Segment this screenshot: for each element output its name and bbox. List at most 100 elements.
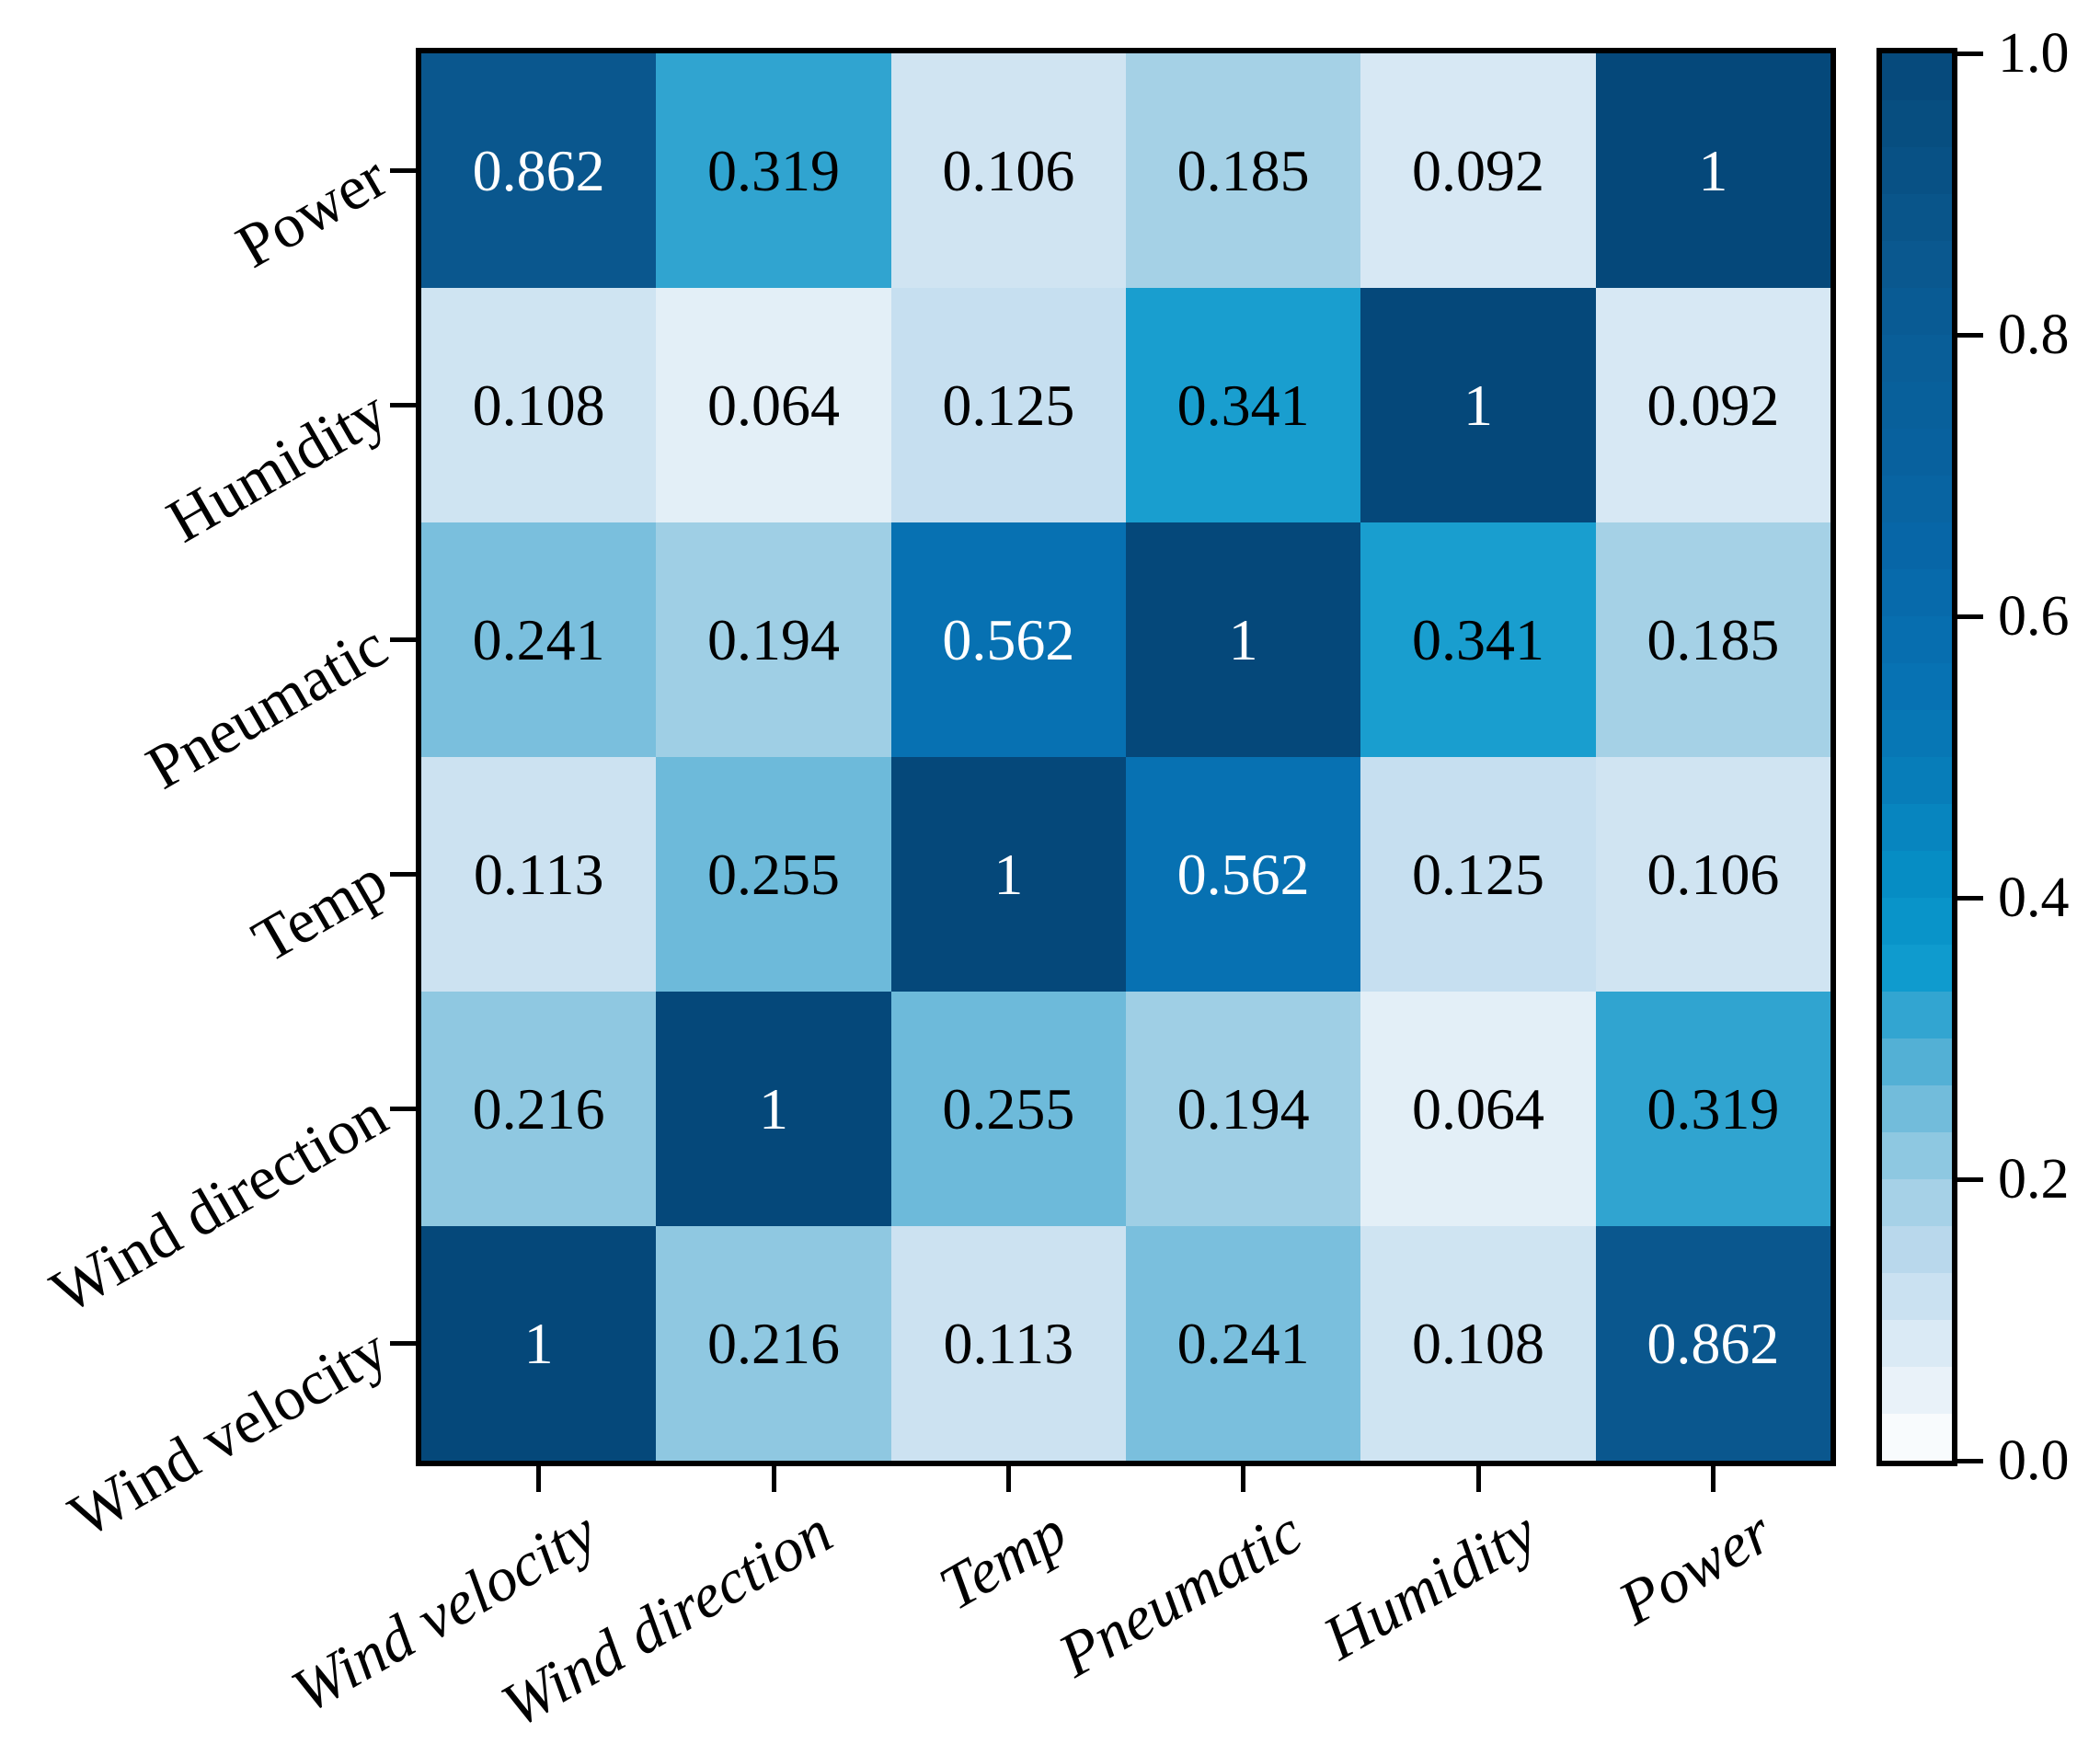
x-axis-tick-label: Pneumatic	[1046, 1496, 1314, 1691]
colorbar-gradient	[1882, 53, 1952, 1461]
colorbar-tick-label: 0.0	[1998, 1429, 2070, 1492]
y-axis-tick-label: Humidity	[155, 374, 398, 556]
heatmap-cell: 0.341	[1125, 288, 1361, 522]
x-axis-tick-mark	[1241, 1466, 1246, 1492]
cell-value-label: 0.108	[472, 372, 605, 438]
cell-value-label: 1	[993, 841, 1024, 907]
heatmap-cell: 0.862	[1595, 1226, 1830, 1461]
heatmap-cell: 0.341	[1360, 522, 1596, 757]
heatmap-cell: 0.108	[421, 288, 657, 522]
y-axis-tick-mark	[390, 872, 416, 877]
cell-value-label: 0.106	[1647, 841, 1780, 907]
x-axis-tick-label: Power	[1606, 1496, 1784, 1639]
heatmap-cell: 0.194	[656, 522, 891, 757]
heatmap-cell: 1	[421, 1226, 657, 1461]
cell-value-label: 0.185	[1647, 606, 1780, 672]
cell-value-label: 0.064	[706, 372, 840, 438]
heatmap-cell: 0.092	[1595, 288, 1830, 522]
heatmap-cell: 0.562	[890, 522, 1126, 757]
heatmap-cell: 0.255	[890, 992, 1126, 1226]
cell-value-label: 0.319	[1647, 1075, 1780, 1142]
y-axis-tick-label: Wind direction	[39, 1078, 399, 1326]
heatmap-cell: 1	[1595, 53, 1830, 288]
colorbar-tick-label: 0.2	[1998, 1148, 2070, 1210]
cell-value-label: 1	[1228, 606, 1258, 672]
heatmap-cell: 0.216	[421, 992, 657, 1226]
cell-value-label: 0.341	[1411, 606, 1544, 672]
heatmap-cell: 0.125	[890, 288, 1126, 522]
y-axis-tick-mark	[390, 637, 416, 642]
cell-value-label: 0.092	[1647, 372, 1780, 438]
heatmap-cell: 0.106	[890, 53, 1126, 288]
y-axis-tick-label: Wind velocity	[57, 1313, 398, 1551]
x-axis-tick-mark	[771, 1466, 776, 1492]
colorbar-tick-label: 0.8	[1998, 304, 2070, 366]
cell-value-label: 0.064	[1411, 1075, 1544, 1142]
heatmap-cell: 0.113	[421, 757, 657, 992]
heatmap-cell: 1	[1125, 522, 1361, 757]
y-axis-tick-mark	[390, 168, 416, 173]
colorbar-tick-mark	[1957, 51, 1983, 56]
cell-value-label: 0.113	[473, 841, 604, 907]
y-axis-tick-label: Pneumatic	[134, 609, 399, 802]
heatmap-cell: 0.108	[1360, 1226, 1596, 1461]
heatmap-cell: 0.092	[1360, 53, 1596, 288]
cell-value-label: 0.241	[1176, 1310, 1310, 1376]
colorbar-tick-mark	[1957, 332, 1983, 338]
heatmap-cell: 0.064	[1360, 992, 1596, 1226]
colorbar-tick-mark	[1957, 1176, 1983, 1182]
colorbar-tick-label: 0.4	[1998, 866, 2070, 929]
cell-value-label: 0.185	[1176, 137, 1310, 203]
cell-value-label: 0.255	[942, 1075, 1075, 1142]
cell-value-label: 0.862	[472, 137, 605, 203]
colorbar	[1876, 48, 1957, 1466]
heatmap-cell: 0.319	[656, 53, 891, 288]
cell-value-label: 1	[1463, 372, 1493, 438]
y-axis-tick-mark	[390, 403, 416, 407]
heatmap-cell: 1	[656, 992, 891, 1226]
cell-value-label: 0.216	[472, 1075, 605, 1142]
x-axis-tick-mark	[1710, 1466, 1716, 1492]
colorbar-tick-mark	[1957, 895, 1983, 901]
heatmap-cell: 0.125	[1360, 757, 1596, 992]
cell-value-label: 0.113	[943, 1310, 1074, 1376]
heatmap-cell: 0.194	[1125, 992, 1361, 1226]
heatmap-cell: 0.064	[656, 288, 891, 522]
cell-value-label: 0.255	[706, 841, 840, 907]
colorbar-tick-label: 0.6	[1998, 585, 2070, 648]
cell-value-label: 1	[1698, 137, 1728, 203]
y-axis-tick-mark	[390, 1107, 416, 1111]
heatmap-cell: 0.241	[1125, 1226, 1361, 1461]
cell-value-label: 0.562	[942, 606, 1075, 672]
heatmap-cell: 0.185	[1125, 53, 1361, 288]
cell-value-label: 0.319	[706, 137, 840, 203]
cell-value-label: 0.106	[942, 137, 1075, 203]
heatmap-cell: 0.319	[1595, 992, 1830, 1226]
x-axis-tick-mark	[536, 1466, 542, 1492]
cell-value-label: 0.194	[1176, 1075, 1310, 1142]
x-axis-tick-label: Humidity	[1311, 1496, 1548, 1673]
heatmap-cell: 0.185	[1595, 522, 1830, 757]
cell-value-label: 0.216	[706, 1310, 840, 1376]
heatmap-cell: 0.106	[1595, 757, 1830, 992]
cell-value-label: 1	[758, 1075, 788, 1142]
cell-value-label: 1	[523, 1310, 554, 1376]
colorbar-tick-mark	[1957, 1458, 1983, 1463]
x-axis-tick-mark	[1475, 1466, 1481, 1492]
cell-value-label: 0.092	[1411, 137, 1544, 203]
heatmap-grid: 0.862 0.319 0.106 0.185 0.092 1 0.108 0.064 0.12…	[421, 53, 1830, 1461]
cell-value-label: 0.125	[1411, 841, 1544, 907]
x-axis-tick-mark	[1005, 1466, 1011, 1492]
cell-value-label: 0.108	[1411, 1310, 1544, 1376]
cell-value-label: 0.562	[1176, 841, 1310, 907]
heatmap-cell: 1	[890, 757, 1126, 992]
cell-value-label: 0.241	[472, 606, 605, 672]
heatmap-cell: 0.241	[421, 522, 657, 757]
heatmap-axes: 0.862 0.319 0.106 0.185 0.092 1 0.108 0.064 0.12…	[416, 48, 1836, 1466]
heatmap-cell: 0.255	[656, 757, 891, 992]
heatmap-cell: 1	[1360, 288, 1596, 522]
heatmap-cell: 0.562	[1125, 757, 1361, 992]
y-axis-tick-mark	[390, 1341, 416, 1346]
colorbar-tick-mark	[1957, 614, 1983, 619]
